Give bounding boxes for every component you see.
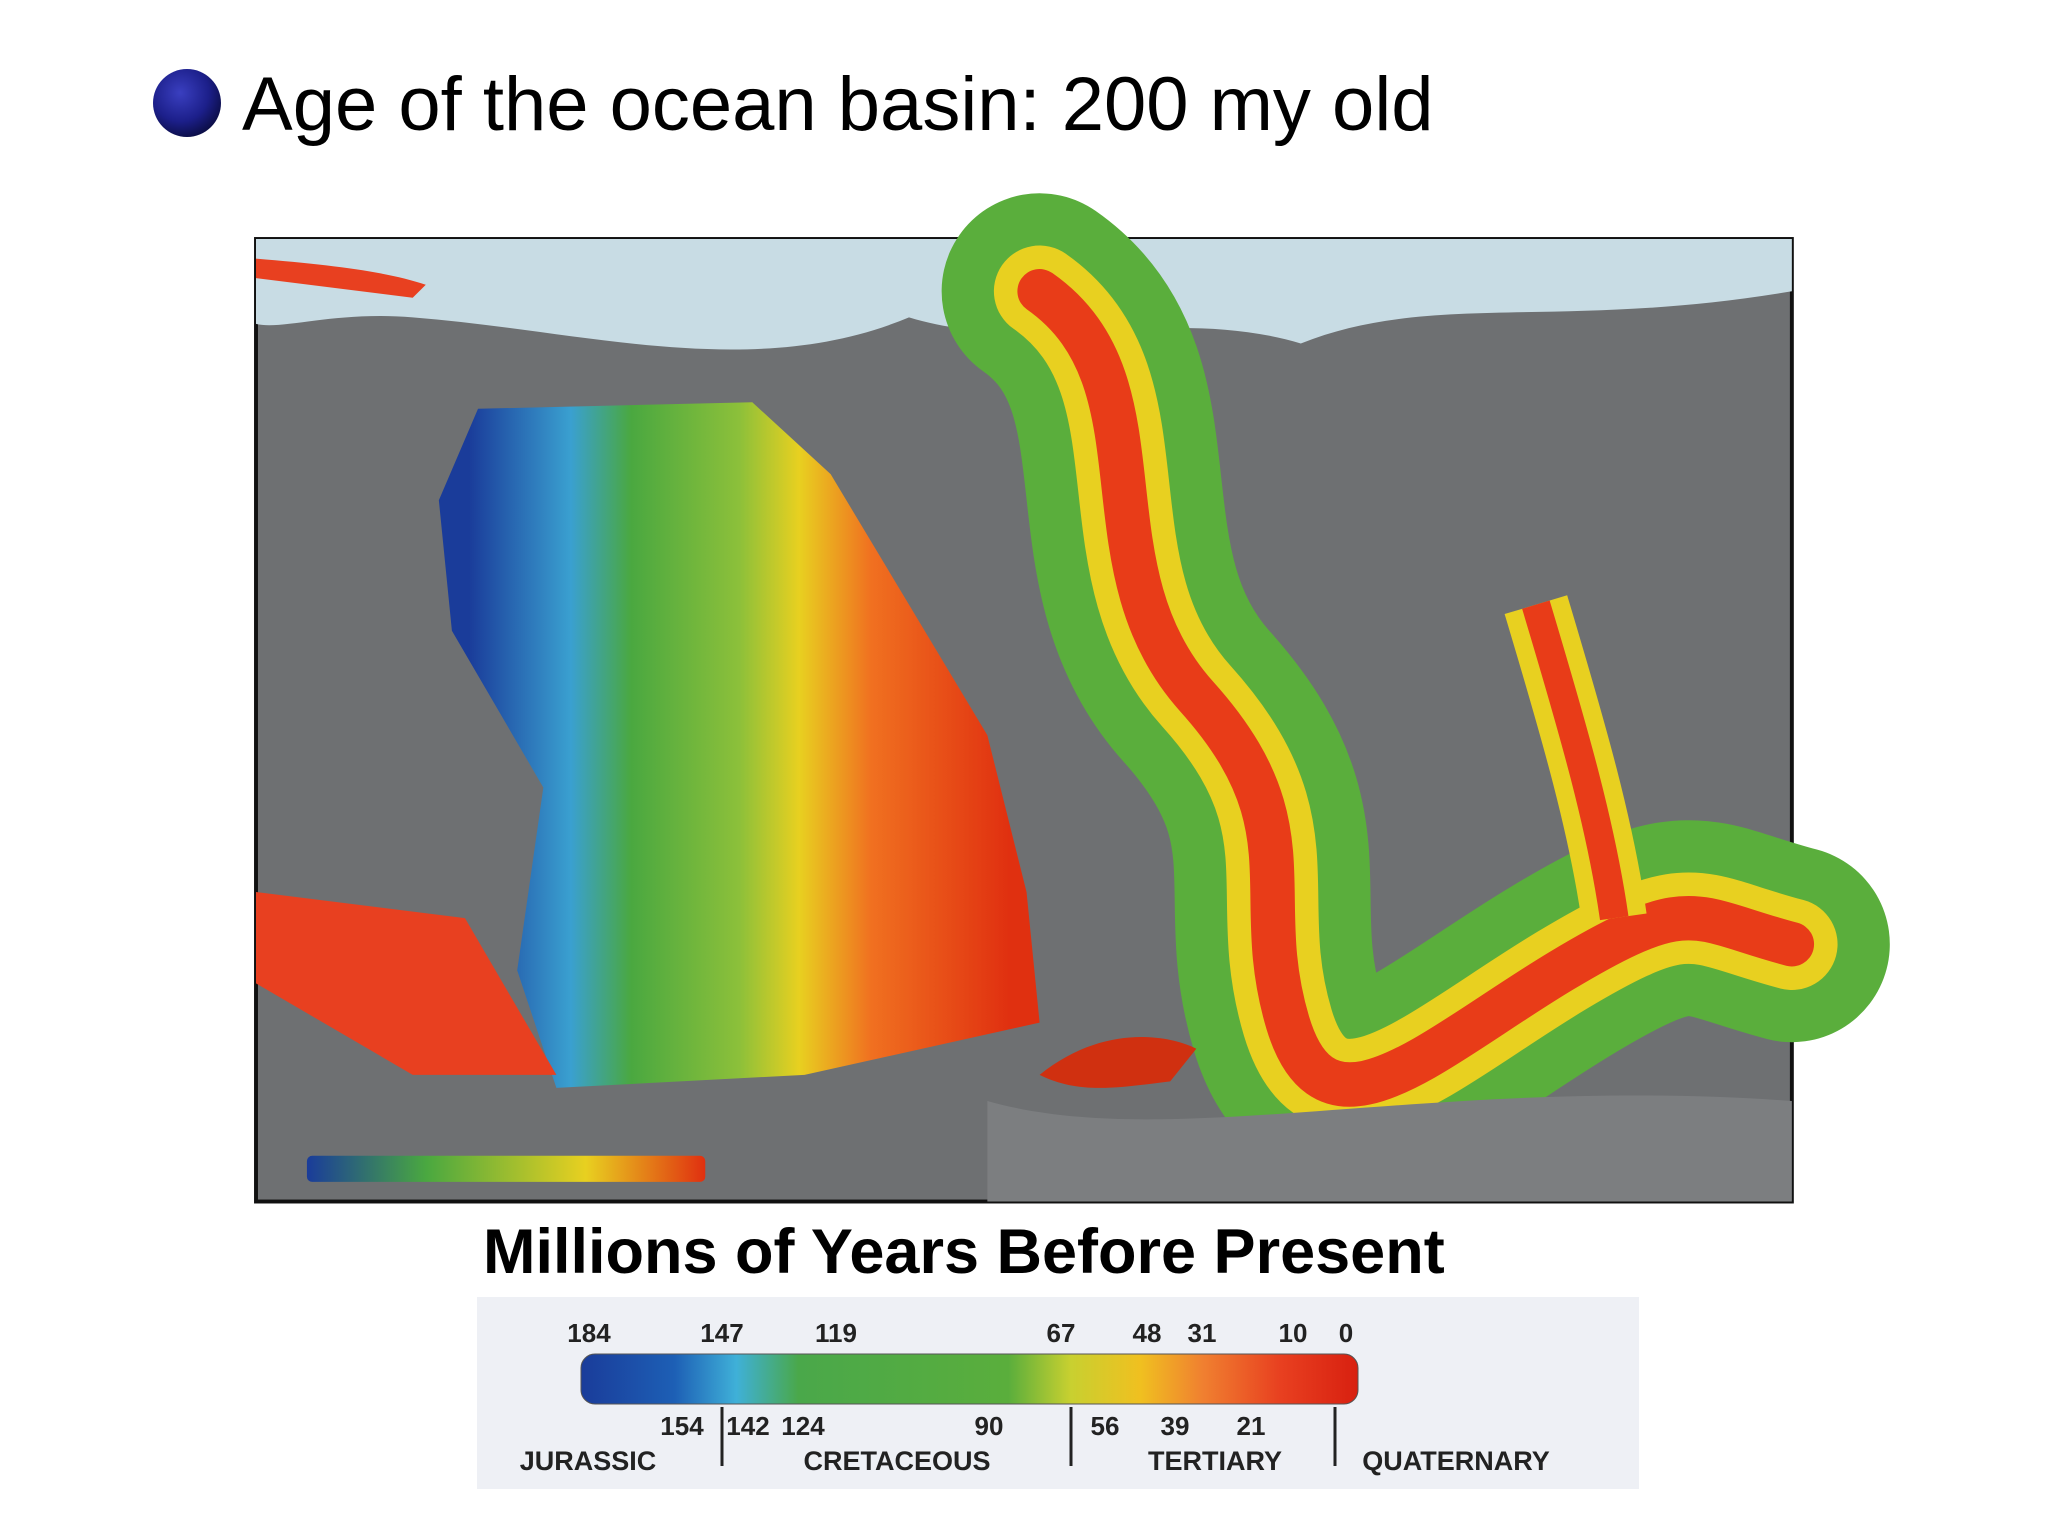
scale-label-bottom: 90 xyxy=(975,1411,1004,1441)
scale-label-bottom: 142 xyxy=(726,1411,769,1441)
ocean-age-map xyxy=(254,193,1890,1204)
scale-label-bottom: 154 xyxy=(660,1411,704,1441)
ridge xyxy=(256,258,426,298)
scale-label-top: 31 xyxy=(1188,1318,1217,1348)
south-pacific xyxy=(256,892,557,1075)
scale-label-bottom: 56 xyxy=(1091,1411,1120,1441)
scotia xyxy=(1039,1037,1197,1088)
slide-title: Age of the ocean basin: 200 my old xyxy=(242,62,1433,147)
era-label: CRETACEOUS xyxy=(803,1446,990,1476)
scale-label-bottom: 21 xyxy=(1237,1411,1266,1441)
legend-title: Millions of Years Before Present xyxy=(483,1217,1445,1287)
bullet xyxy=(153,69,221,137)
indian-ridge-red xyxy=(1522,600,1629,921)
scale-label-top: 184 xyxy=(567,1318,611,1348)
age-color-bar xyxy=(580,1353,1359,1405)
scale-label-top: 48 xyxy=(1133,1318,1162,1348)
atlantic-red xyxy=(1017,269,1815,1107)
scale-label-top: 119 xyxy=(815,1318,857,1348)
scale-label-top: 0 xyxy=(1339,1318,1353,1348)
scale-label-top: 67 xyxy=(1047,1318,1076,1348)
era-label: TERTIARY xyxy=(1148,1446,1282,1476)
era-label: JURASSIC xyxy=(520,1446,657,1476)
pacific-ocean xyxy=(438,402,1040,1088)
antarctica xyxy=(987,1095,1792,1202)
scale-label-top: 147 xyxy=(700,1318,743,1348)
scale-label-bottom: 39 xyxy=(1161,1411,1190,1441)
legend-labels: 184 147 119 67 48 31 10 0 154 142 124 90 56 39 21 JURAS… xyxy=(520,1318,1550,1476)
era-label: QUATERNARY xyxy=(1362,1446,1550,1476)
scale-label-top: 10 xyxy=(1279,1318,1308,1348)
scale-label-bottom: 124 xyxy=(781,1411,825,1441)
map-mini-legend xyxy=(306,1155,706,1182)
